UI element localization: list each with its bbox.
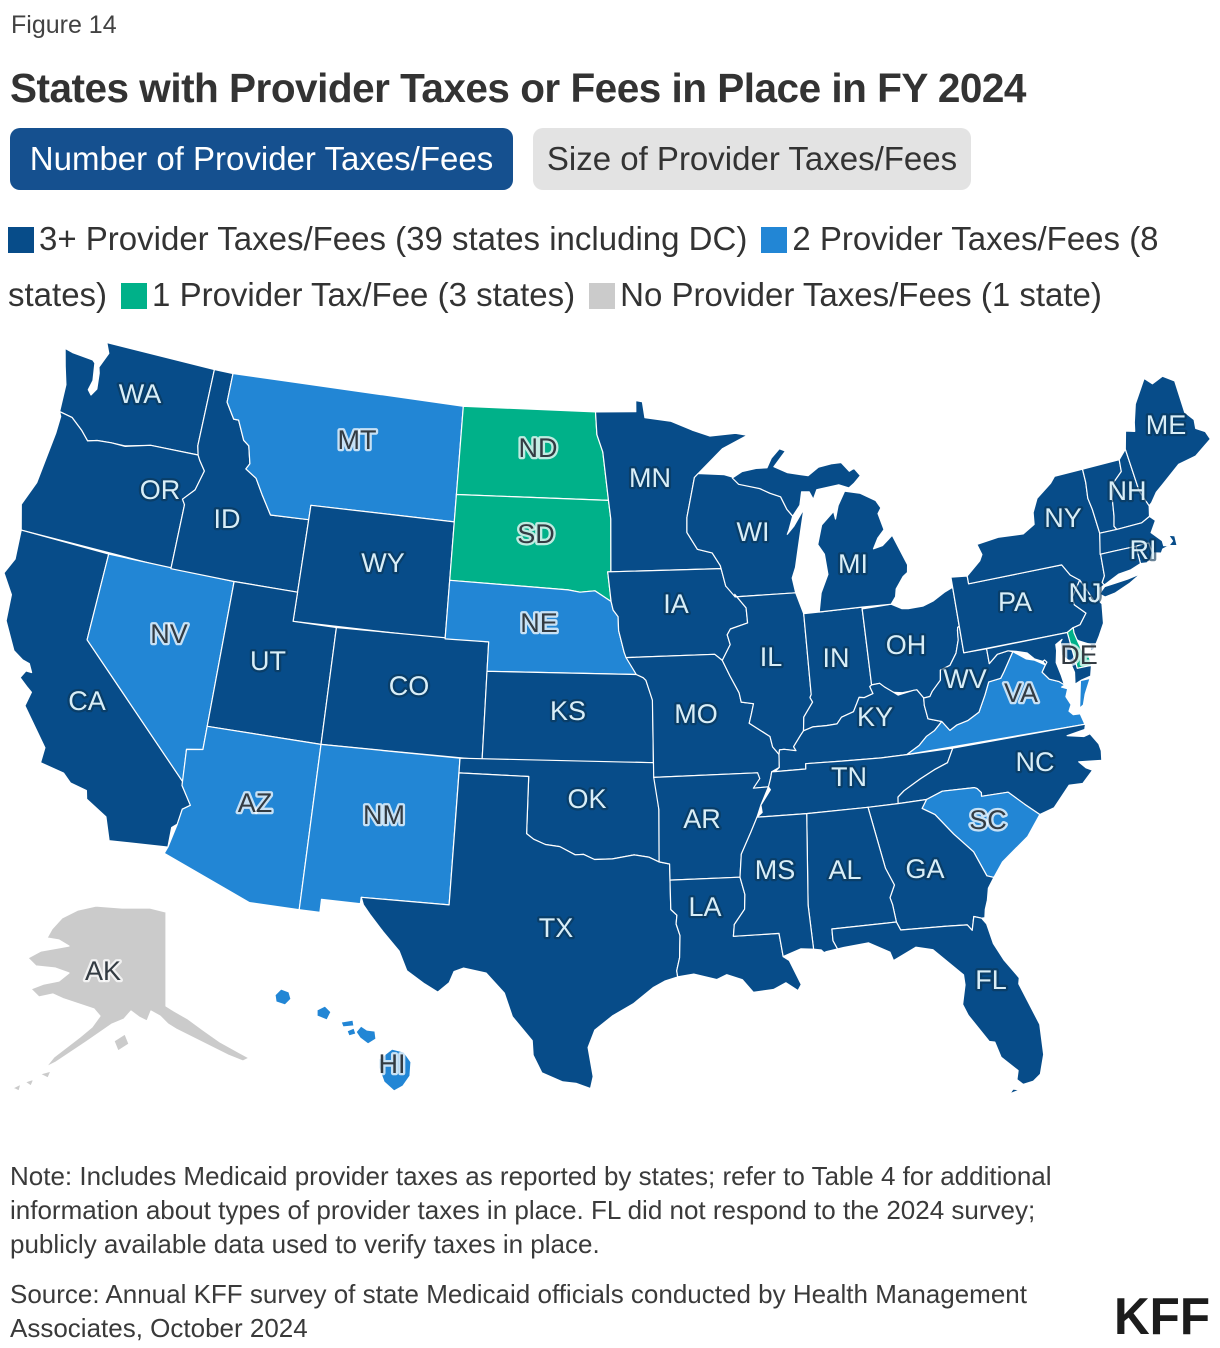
svg-text:MO: MO [674,699,718,729]
svg-text:OK: OK [567,784,606,814]
svg-text:AR: AR [683,804,721,834]
svg-text:KFF: KFF [1114,1290,1210,1340]
svg-text:WV: WV [943,664,987,694]
svg-text:MS: MS [755,855,796,885]
svg-text:VA: VA [1004,678,1038,708]
svg-text:MI: MI [838,549,868,579]
svg-text:AL: AL [828,855,861,885]
svg-text:UT: UT [250,646,286,676]
svg-text:FL: FL [975,965,1007,995]
svg-text:NM: NM [363,800,405,830]
svg-text:CA: CA [68,686,106,716]
svg-text:NC: NC [1016,747,1055,777]
svg-text:NH: NH [1108,476,1147,506]
svg-text:LA: LA [688,892,721,922]
svg-text:SC: SC [969,805,1007,835]
svg-text:KY: KY [857,702,893,732]
svg-text:SD: SD [517,519,555,549]
svg-text:OH: OH [886,630,927,660]
svg-text:HI: HI [379,1049,406,1079]
svg-text:WI: WI [737,517,770,547]
svg-text:NV: NV [150,619,188,649]
svg-text:PA: PA [998,587,1032,617]
svg-text:MT: MT [338,425,377,455]
svg-text:KS: KS [550,696,586,726]
svg-text:IA: IA [663,589,689,619]
svg-text:OR: OR [140,475,181,505]
svg-text:NJ: NJ [1069,578,1102,608]
svg-text:IN: IN [823,643,850,673]
svg-text:WY: WY [361,548,405,578]
svg-text:NE: NE [520,608,558,638]
svg-text:MN: MN [629,463,671,493]
svg-text:DE: DE [1060,640,1098,670]
svg-text:IL: IL [760,642,783,672]
svg-text:CO: CO [389,671,430,701]
svg-text:ME: ME [1146,410,1187,440]
svg-text:AK: AK [85,956,121,986]
svg-text:RI: RI [1130,535,1157,565]
svg-text:GA: GA [905,854,944,884]
svg-text:WA: WA [119,379,162,409]
svg-text:TN: TN [831,762,867,792]
svg-text:ND: ND [519,433,558,463]
svg-text:ID: ID [214,504,241,534]
svg-text:AZ: AZ [238,788,273,818]
svg-text:NY: NY [1044,503,1082,533]
svg-text:TX: TX [539,913,574,943]
